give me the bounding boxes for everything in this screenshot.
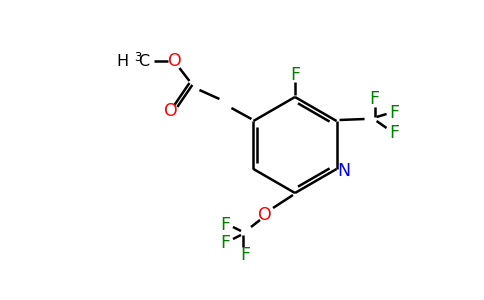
Text: O: O (258, 206, 272, 224)
Text: F: F (240, 246, 250, 264)
Text: O: O (164, 102, 177, 120)
Text: F: F (390, 104, 400, 122)
Text: F: F (220, 234, 230, 252)
Text: F: F (290, 66, 300, 84)
Text: H: H (116, 53, 128, 68)
Text: C: C (138, 53, 150, 68)
Text: 3: 3 (135, 51, 142, 64)
Text: O: O (167, 52, 182, 70)
Text: F: F (220, 216, 230, 234)
Text: F: F (370, 90, 379, 108)
Text: N: N (337, 162, 350, 180)
Text: F: F (390, 124, 400, 142)
